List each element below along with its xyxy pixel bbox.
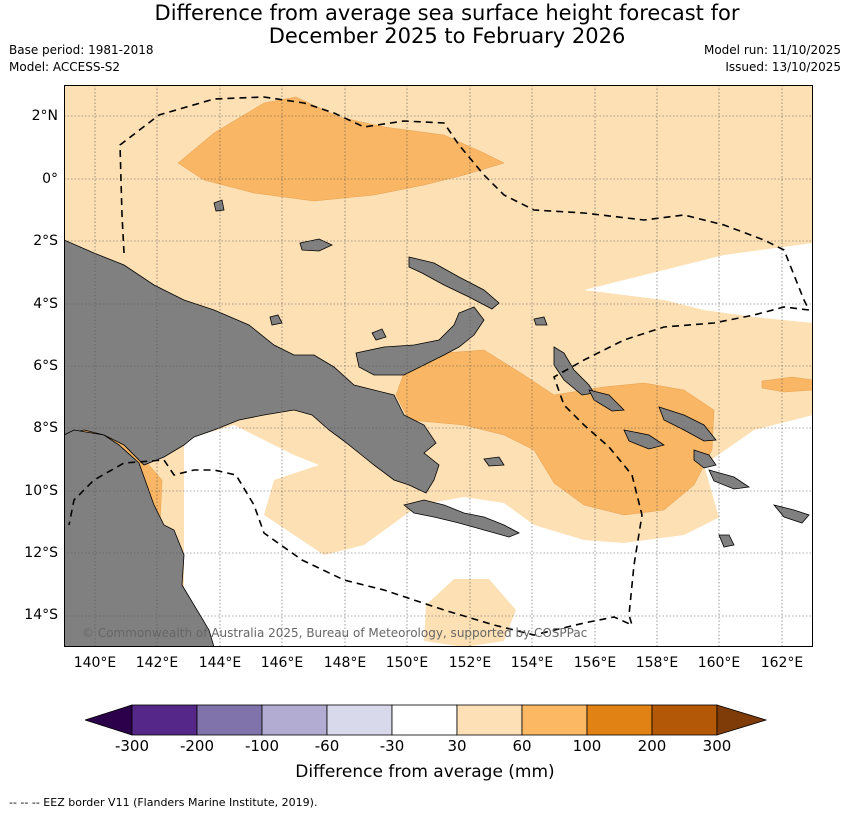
land-solomon-santa-isabel (658, 406, 717, 442)
land-solomon-malaita (693, 449, 717, 469)
land-vanuatu-2 (718, 534, 735, 548)
lon-label-158e: 158°E (635, 655, 679, 671)
colorbar-segment-6 (456, 704, 523, 736)
model-name: Model: ACCESS-S2 (9, 60, 121, 74)
lon-label-146e: 146°E (260, 655, 304, 671)
land-louisiade (403, 499, 520, 538)
colorbar-tick-30: 30 (447, 737, 467, 755)
meta-left: Base period: 1981-2018 Model: ACCESS-S2 (9, 42, 154, 76)
colorbar-segment-2 (196, 704, 263, 736)
colorbar-title: Difference from average (mm) (295, 762, 555, 782)
title-line-2: December 2025 to February 2026 (268, 24, 626, 48)
lon-label-144e: 144°E (198, 655, 242, 671)
map-svg (64, 85, 813, 647)
eez-footnote: -- -- -- EEZ border V11 (Flanders Marine… (9, 796, 318, 809)
colorbar-tick-neg30: -30 (379, 737, 405, 755)
colorbar-tick-neg100: -100 (244, 737, 280, 755)
lat-label-14s: 14°S (24, 607, 58, 623)
lon-label-140e: 140°E (73, 655, 117, 671)
neutral-region-coral-sea (184, 425, 813, 647)
land-solomon-guadalcanal (623, 429, 665, 450)
eez-border-png (68, 96, 811, 636)
copyright-notice: © Commonwealth of Australia 2025, Bureau… (82, 626, 588, 640)
lat-label-8s: 8°S (33, 420, 58, 436)
lat-label-0: 0° (42, 171, 58, 187)
gridlines (64, 85, 813, 647)
colorbar-segment-1 (131, 704, 198, 736)
land-new-britain (355, 306, 485, 376)
base-period: Base period: 1981-2018 (9, 43, 154, 57)
land-solomon-choiseul (588, 389, 625, 412)
colorbar-segment-4 (326, 704, 393, 736)
land-manus (299, 238, 333, 252)
lon-label-150e: 150°E (385, 655, 429, 671)
lon-label-162e: 162°E (760, 655, 804, 671)
lat-label-4s: 4°S (33, 296, 58, 312)
eez-borders (68, 96, 811, 636)
colorbar-segment-5 (391, 704, 458, 736)
colorbar-tick-neg200: -200 (179, 737, 215, 755)
colorbar-segment-7 (521, 704, 588, 736)
colorbar-segment-9 (651, 704, 718, 736)
land-trobriand (483, 456, 505, 467)
map-frame (64, 85, 813, 647)
lat-label-2n: 2°N (31, 108, 58, 124)
colorbar-tick-60: 60 (512, 737, 532, 755)
meta-right: Model run: 11/10/2025 Issued: 13/10/2025 (704, 42, 841, 76)
land-small-island-4 (213, 199, 225, 212)
anomaly-60-100-east-blob (761, 376, 813, 393)
map-title: Difference from average sea surface heig… (0, 2, 850, 48)
colorbar-extend-min (85, 704, 133, 736)
land-new-ireland (408, 256, 500, 310)
lon-label-142e: 142°E (135, 655, 179, 671)
colorbar-tick-neg300: -300 (114, 737, 150, 755)
colorbar-tick-300: 300 (702, 737, 732, 755)
map-panel[interactable] (64, 85, 813, 647)
land-small-island-3 (533, 316, 548, 326)
land-small-island-1 (371, 328, 387, 341)
colorbar-tick-200: 200 (637, 737, 667, 755)
title-line-1: Difference from average sea surface heig… (154, 1, 740, 25)
colorbar-segment-8 (586, 704, 653, 736)
model-run: Model run: 11/10/2025 (703, 43, 841, 57)
neutral-region-east-south (704, 415, 813, 555)
lon-label-152e: 152°E (448, 655, 492, 671)
issued-date: Issued: 13/10/2025 (725, 60, 841, 74)
colorbar-extend-max (716, 704, 767, 736)
colorbar-tick-neg60: -60 (314, 737, 340, 755)
lon-label-148e: 148°E (323, 655, 367, 671)
lat-label-10s: 10°S (24, 483, 58, 499)
colorbar-tick-100: 100 (572, 737, 602, 755)
land-new-guinea (64, 239, 440, 494)
colorbar (85, 704, 767, 736)
land-australia (64, 429, 215, 647)
lon-label-160e: 160°E (697, 655, 741, 671)
lon-label-154e: 154°E (510, 655, 554, 671)
neutral-region-east (584, 243, 813, 323)
anomaly-60-100-solomon (395, 349, 715, 516)
colorbar-segment-3 (261, 704, 328, 736)
anomaly-patch-south (424, 579, 516, 647)
lat-label-12s: 12°S (24, 545, 58, 561)
lat-label-6s: 6°S (33, 358, 58, 374)
lon-label-156e: 156°E (573, 655, 617, 671)
land-vanuatu-1 (772, 504, 810, 524)
lat-label-2s: 2°S (33, 233, 58, 249)
